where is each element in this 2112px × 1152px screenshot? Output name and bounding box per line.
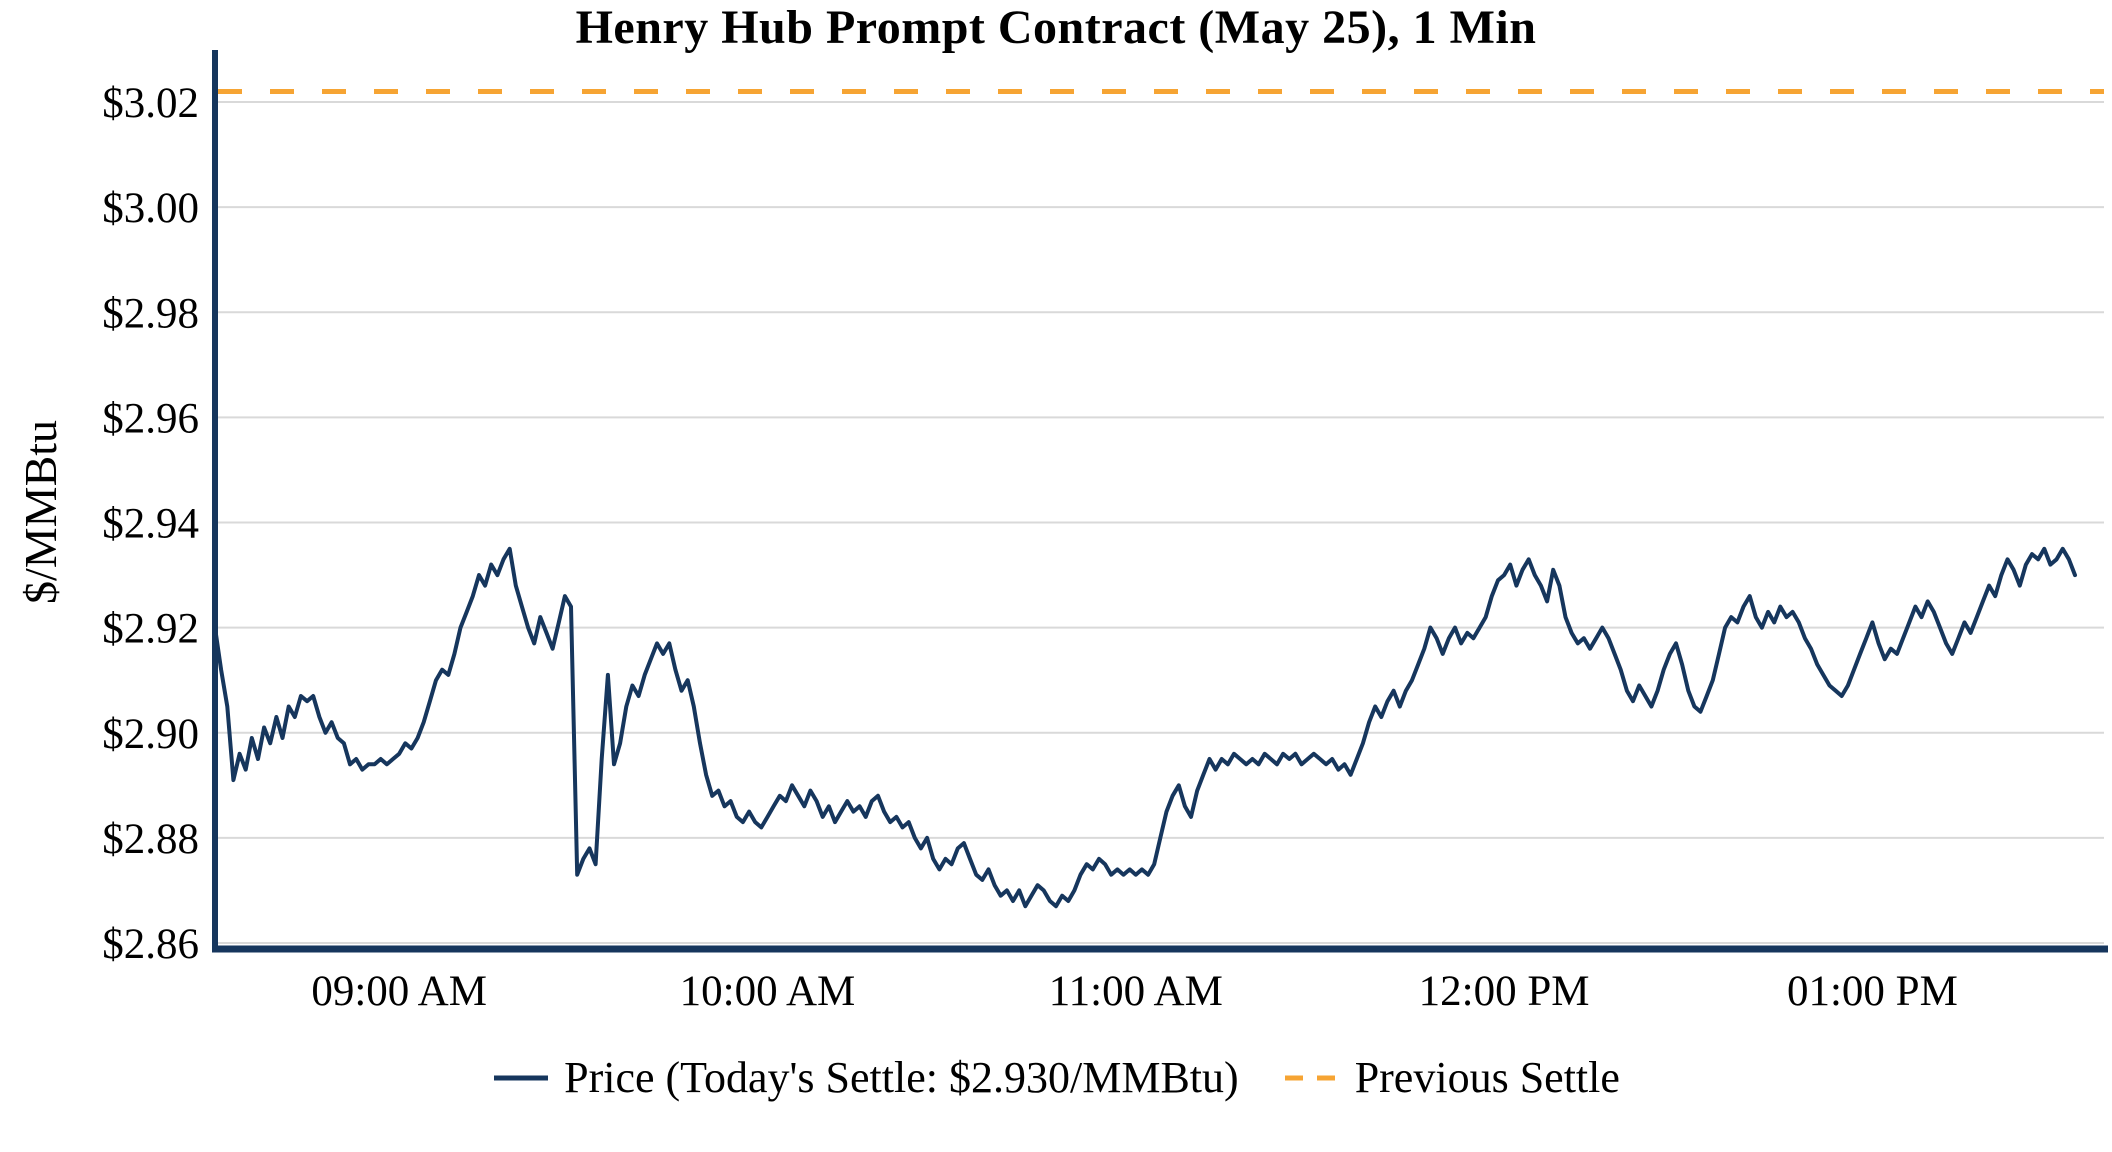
chart-title: Henry Hub Prompt Contract (May 25), 1 Mi… <box>575 1 1537 54</box>
y-tick-label: $2.90 <box>102 711 199 758</box>
y-tick-label: $3.02 <box>102 80 199 127</box>
price-chart: $3.02 $3.00 $2.98 $2.96 $2.94 $2.92 $2.90 $2.88… <box>102 50 2108 1015</box>
y-tick-label: $2.96 <box>102 395 199 442</box>
x-tick-label: 12:00 PM <box>1419 968 1590 1015</box>
y-axis-label: $/MMBtu <box>15 419 66 604</box>
x-tick-label: 10:00 AM <box>680 968 856 1015</box>
y-tick-label: $2.94 <box>102 501 199 548</box>
price-line <box>213 546 2077 909</box>
legend-settle-label: Previous Settle <box>1354 1053 1620 1102</box>
legend-item-previous-settle: Previous Settle <box>1283 1052 1620 1103</box>
y-tick-label: $2.86 <box>102 921 199 968</box>
y-tick-label: $2.92 <box>102 606 199 653</box>
price-line-swatch-icon <box>494 1075 549 1080</box>
y-tick-label: $2.88 <box>102 816 199 863</box>
y-tick-label: $2.98 <box>102 290 199 337</box>
legend-price-label: Price (Today's Settle: $2.930/MMBtu) <box>564 1053 1239 1102</box>
x-tick-label: 09:00 AM <box>311 968 487 1015</box>
settle-line-swatch-icon <box>1284 1075 1339 1080</box>
legend-item-price: Price (Today's Settle: $2.930/MMBtu) <box>492 1052 1239 1103</box>
x-tick-label: 11:00 AM <box>1049 968 1223 1015</box>
y-tick-label: $3.00 <box>102 185 199 232</box>
legend: Price (Today's Settle: $2.930/MMBtu) Pre… <box>0 1052 2112 1103</box>
x-tick-label: 01:00 PM <box>1787 968 1958 1015</box>
